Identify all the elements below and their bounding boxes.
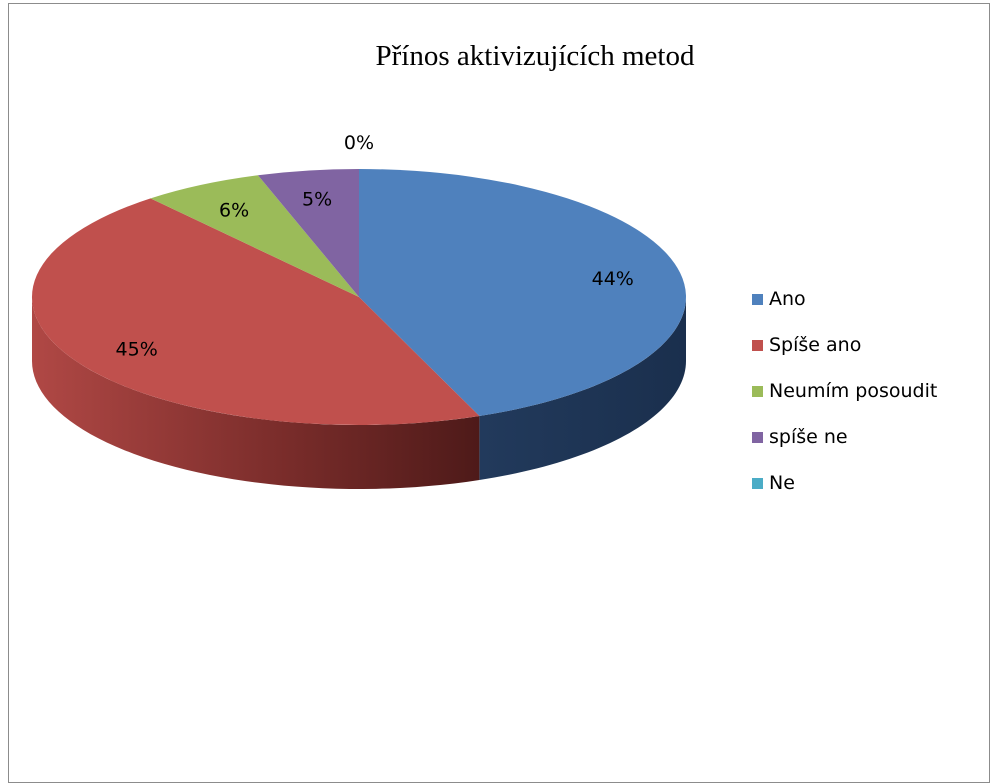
chart-title: Přínos aktivizujících metod	[375, 40, 695, 72]
legend: Ano Spíše ano Neumím posoudit spíše ne N…	[752, 288, 937, 518]
legend-label: Ne	[769, 472, 795, 494]
data-label-spise-ano: 45%	[116, 338, 158, 360]
legend-label: spíše ne	[769, 426, 848, 448]
legend-swatch	[752, 477, 763, 489]
legend-item-spise-ano: Spíše ano	[752, 334, 937, 356]
pie-slice-neumim-posoudit	[150, 175, 359, 297]
legend-label: Neumím posoudit	[769, 380, 938, 402]
data-label-ne: 0%	[344, 132, 374, 154]
pie-slice-ano	[359, 169, 686, 417]
legend-label: Ano	[769, 288, 806, 310]
legend-item-ano: Ano	[752, 288, 937, 310]
pie-side-ano	[479, 297, 686, 481]
data-label-neumim-posoudit: 6%	[219, 200, 249, 222]
pie-slice-spise-ano	[31, 198, 480, 426]
pie-slice-spise-ne	[257, 169, 359, 297]
legend-swatch	[752, 431, 763, 443]
legend-item-neumim-posoudit: Neumím posoudit	[752, 380, 937, 402]
legend-swatch	[752, 339, 763, 351]
legend-swatch	[752, 385, 763, 397]
pie-side-spise-ano	[32, 297, 480, 489]
legend-item-spise-ne: spíše ne	[752, 426, 937, 448]
legend-item-ne: Ne	[752, 472, 937, 494]
data-label-ano: 44%	[592, 268, 634, 290]
legend-swatch	[752, 293, 763, 305]
data-label-spise-ne: 5%	[302, 188, 332, 210]
legend-label: Spíše ano	[769, 334, 862, 356]
